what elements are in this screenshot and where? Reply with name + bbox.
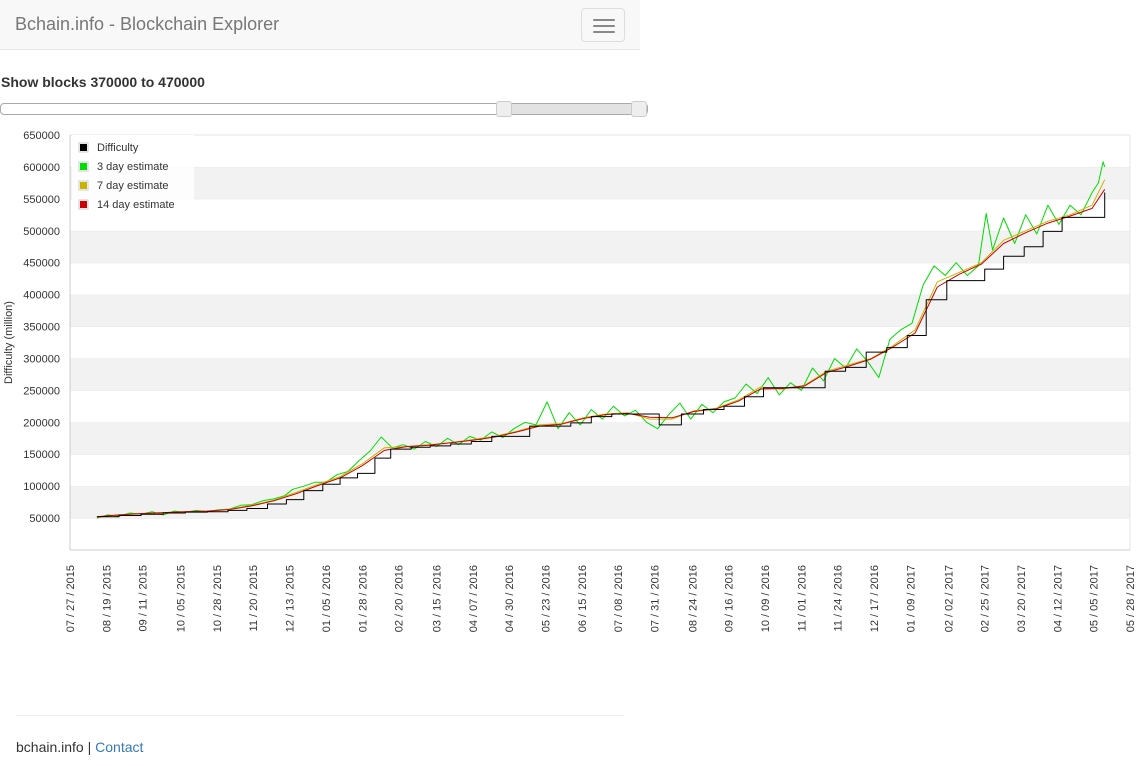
y-tick-label: 600000: [23, 162, 60, 174]
x-tick-label: 07 / 08 / 2016: [613, 565, 625, 632]
slider-low-handle[interactable]: [496, 101, 512, 117]
grid-band: [70, 262, 1130, 295]
x-tick-label: 09 / 16 / 2016: [724, 565, 736, 632]
y-tick-label: 550000: [23, 194, 60, 206]
y-tick-label: 250000: [23, 385, 60, 397]
grid-band: [70, 518, 1130, 550]
grid-band: [70, 166, 1130, 199]
brand-link[interactable]: Bchain.info - Blockchain Explorer: [15, 14, 280, 34]
y-axis-label: Difficulty (million): [3, 301, 15, 384]
y-tick-label: 400000: [23, 290, 60, 302]
x-tick-label: 09 / 11 / 2015: [138, 565, 150, 631]
legend-swatch: [80, 182, 87, 189]
x-tick-label: 06 / 15 / 2016: [577, 565, 589, 632]
x-tick-label: 11 / 24 / 2016: [833, 565, 845, 631]
x-tick-label: 07 / 31 / 2016: [650, 565, 662, 632]
navbar: Bchain.info - Blockchain Explorer: [0, 0, 640, 50]
grid-band: [70, 326, 1130, 359]
x-tick-label: 08 / 24 / 2016: [687, 565, 699, 632]
x-tick-label: 01 / 09 / 2017: [905, 565, 917, 632]
legend-swatch: [80, 163, 87, 170]
footer-separator: |: [87, 739, 92, 755]
x-tick-label: 05 / 05 / 2017: [1089, 565, 1101, 632]
grid-band: [70, 198, 1130, 231]
legend-swatch: [80, 144, 87, 151]
x-tick-label: 01 / 05 / 2016: [321, 565, 333, 632]
y-tick-label: 200000: [23, 417, 60, 429]
x-tick-label: 05 / 23 / 2016: [540, 565, 552, 632]
legend-label: 7 day estimate: [97, 180, 169, 192]
y-tick-label: 100000: [23, 481, 60, 493]
y-tick-label: 150000: [23, 449, 60, 461]
x-tick-label: 04 / 12 / 2017: [1052, 565, 1064, 632]
x-tick-label: 10 / 28 / 2015: [212, 565, 224, 632]
x-tick-label: 11 / 01 / 2016: [796, 565, 808, 631]
block-range-slider[interactable]: [0, 101, 648, 117]
x-tick-label: 02 / 25 / 2017: [980, 565, 992, 632]
legend-box: [72, 135, 194, 209]
legend-label: 14 day estimate: [97, 199, 175, 211]
slider-high-handle[interactable]: [631, 101, 647, 117]
grid-band: [70, 422, 1130, 455]
legend-label: 3 day estimate: [97, 161, 169, 173]
series-line-3-day-estimate: [96, 161, 1106, 519]
footer-divider: [16, 715, 624, 716]
x-tick-label: 10 / 05 / 2015: [176, 565, 188, 632]
grid-band: [70, 486, 1130, 519]
y-tick-label: 650000: [23, 130, 60, 142]
x-tick-label: 04 / 30 / 2016: [504, 565, 516, 632]
legend-swatch: [80, 201, 87, 208]
series-line-difficulty: [96, 192, 1106, 518]
grid-band: [70, 230, 1130, 263]
difficulty-chart: Difficulty (million) 50000 100000 150000 20…: [3, 130, 1137, 632]
slider-selected-range: [504, 104, 639, 114]
x-tick-label: 05 / 28 / 2017: [1125, 565, 1137, 632]
legend-label: Difficulty: [97, 142, 139, 154]
x-tick-label: 02 / 20 / 2016: [394, 565, 406, 632]
grid-band: [70, 454, 1130, 487]
y-tick-label: 350000: [23, 322, 60, 334]
grid-band: [70, 294, 1130, 327]
navbar-toggle-button[interactable]: [581, 8, 625, 42]
x-tick-label: 12 / 17 / 2016: [869, 565, 881, 632]
x-tick-label: 04 / 07 / 2016: [468, 565, 480, 632]
footer-site-name: bchain.info: [16, 739, 84, 755]
series-line-7-day-estimate: [96, 179, 1106, 518]
x-tick-label: 08 / 19 / 2015: [101, 565, 113, 632]
grid-band: [70, 135, 1130, 167]
x-tick-label: 02 / 02 / 2017: [943, 565, 955, 632]
block-range-title: Show blocks 370000 to 470000: [1, 74, 205, 90]
x-tick-label: 03 / 20 / 2017: [1016, 565, 1028, 632]
x-tick-label: 12 / 13 / 2015: [285, 565, 297, 632]
grid-band: [70, 358, 1130, 391]
y-tick-label: 300000: [23, 353, 60, 365]
footer: bchain.info | Contact: [16, 739, 143, 755]
x-tick-label: 10 / 09 / 2016: [760, 565, 772, 632]
x-tick-label: 03 / 15 / 2016: [431, 565, 443, 632]
x-tick-label: 11 / 20 / 2015: [248, 565, 260, 631]
series-line-14-day-estimate: [96, 189, 1106, 518]
y-tick-label: 450000: [23, 258, 60, 270]
y-tick-label: 50000: [29, 513, 60, 525]
x-tick-label: 01 / 28 / 2016: [357, 565, 369, 632]
contact-link[interactable]: Contact: [95, 739, 144, 755]
x-tick-label: 07 / 27 / 2015: [65, 565, 77, 632]
y-tick-label: 500000: [23, 226, 60, 238]
